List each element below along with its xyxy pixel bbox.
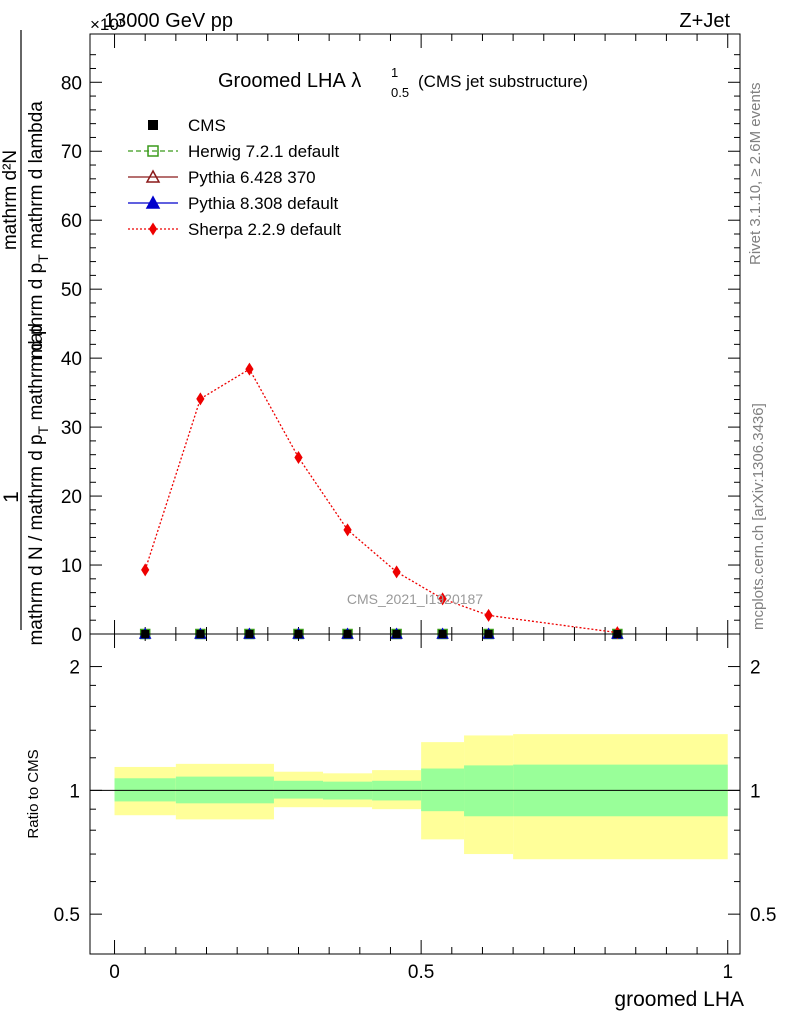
sherpa-point	[196, 392, 205, 406]
ratio-plot-frame	[89, 633, 741, 955]
ylabel-outer-b: mathrm d p	[26, 324, 47, 425]
ratio-band-inner	[421, 768, 465, 812]
legend-item: Herwig 7.2.1 default	[128, 142, 339, 161]
ratio-y-tick-label: 2	[69, 658, 80, 679]
legend-label: Pythia 8.308 default	[188, 194, 339, 213]
ylabel-outer-a: mathrm d N / mathrm d p	[26, 434, 47, 645]
sherpa-point	[245, 362, 254, 376]
main-y-tick-label: 30	[61, 418, 82, 439]
main-y-tick-label: 40	[61, 349, 82, 370]
main-y-tick-label: 60	[61, 211, 82, 232]
main-y-tick-label: 0	[71, 625, 82, 646]
legend-item: CMS	[148, 116, 226, 135]
sherpa-point	[141, 563, 150, 577]
title-sup: 1	[391, 65, 398, 80]
ratio-y-tick-label: 0.5	[54, 905, 80, 926]
exponent-label: ×10⁶	[90, 15, 126, 34]
svg-text:Groomed LHA λ: Groomed LHA λ	[218, 70, 361, 92]
main-y-tick-label: 70	[61, 142, 82, 163]
ylabel-outer-sub: T	[35, 425, 51, 434]
legend-label: Herwig 7.2.1 default	[188, 142, 339, 161]
legend-marker	[148, 222, 158, 236]
ratio-y-tick-label-right: 0.5	[750, 905, 776, 926]
x-tick-label: 0	[109, 962, 120, 983]
legend-label: Pythia 6.428 370	[188, 168, 316, 187]
main-y-tick-label: 50	[61, 280, 82, 301]
legend-marker	[145, 169, 161, 183]
main-x-ticks	[114, 34, 729, 634]
ratio-y-tick-label-right: 2	[750, 658, 761, 679]
plot-title: Groomed LHA λ 1 0.5 (CMS jet substructur…	[218, 65, 588, 100]
ratio-bands	[114, 734, 728, 860]
title-lambda: λ	[351, 70, 361, 92]
legend: CMS Herwig 7.2.1 default Pythia 6.428 370 P…	[128, 116, 341, 239]
sherpa-point	[392, 565, 401, 579]
legend-item: Pythia 6.428 370	[128, 168, 316, 187]
ylabel-den-sub: T	[35, 254, 51, 263]
sherpa-point	[438, 592, 447, 606]
ratio-band-inner	[273, 780, 324, 799]
ylabel-one: 1	[0, 491, 23, 503]
ratio-y-tick-label: 1	[69, 781, 80, 802]
main-y-axis: 0 10 20 30 40 50 60 70 80	[61, 54, 740, 646]
ylabel-den-b: mathrm d lambda	[26, 101, 47, 255]
ratio-y-tick-label-right: 1	[750, 781, 761, 802]
ylabel-denominator: mathrm d pT mathrm d lambda	[26, 101, 51, 359]
title-note: (CMS jet substructure)	[418, 72, 588, 91]
legend-item: Sherpa 2.2.9 default	[128, 220, 341, 239]
legend-item: Pythia 8.308 default	[128, 194, 339, 213]
main-y-tick-label: 80	[61, 73, 82, 94]
x-tick-label: 0.5	[408, 962, 434, 983]
legend-label: CMS	[188, 116, 226, 135]
ylabel-numerator: mathrm d²N	[0, 150, 21, 250]
energy-label: 13000 GeV pp	[104, 10, 233, 32]
ratio-band-inner	[114, 778, 176, 802]
ratio-y-label: Ratio to CMS	[25, 749, 42, 838]
sherpa-point	[484, 608, 493, 622]
title-sub: 0.5	[391, 85, 409, 100]
ratio-y-axis: 0.5 0.5 1 1 2 2	[54, 658, 777, 927]
ratio-x-axis: 0 0.5 1	[109, 634, 733, 983]
sherpa-point	[294, 450, 303, 464]
legend-label: Sherpa 2.2.9 default	[188, 220, 341, 239]
title-main: Groomed LHA	[218, 70, 346, 92]
x-tick-label: 1	[722, 962, 733, 983]
rivet-label: Rivet 3.1.10, ≥ 2.6M events	[747, 83, 764, 266]
legend-marker	[148, 120, 158, 130]
main-y-tick-label: 20	[61, 487, 82, 508]
x-axis-label: groomed LHA	[614, 988, 744, 1011]
main-y-label: 1 mathrm d²N mathrm d pT mathrm d lambda…	[0, 30, 51, 646]
ylabel-outer: mathrm d N / mathrm d pT mathrm d p	[26, 324, 51, 645]
ylabel-den-a: mathrm d p	[26, 263, 47, 359]
process-label: Z+Jet	[679, 10, 730, 32]
legend-marker	[147, 145, 159, 157]
mcplots-label: mcplots.cern.ch [arXiv:1306.3436]	[750, 403, 767, 630]
sherpa-point	[343, 523, 352, 537]
main-y-tick-label: 10	[61, 556, 82, 577]
legend-marker	[145, 195, 161, 209]
analysis-watermark: CMS_2021_I1920187	[347, 591, 483, 607]
